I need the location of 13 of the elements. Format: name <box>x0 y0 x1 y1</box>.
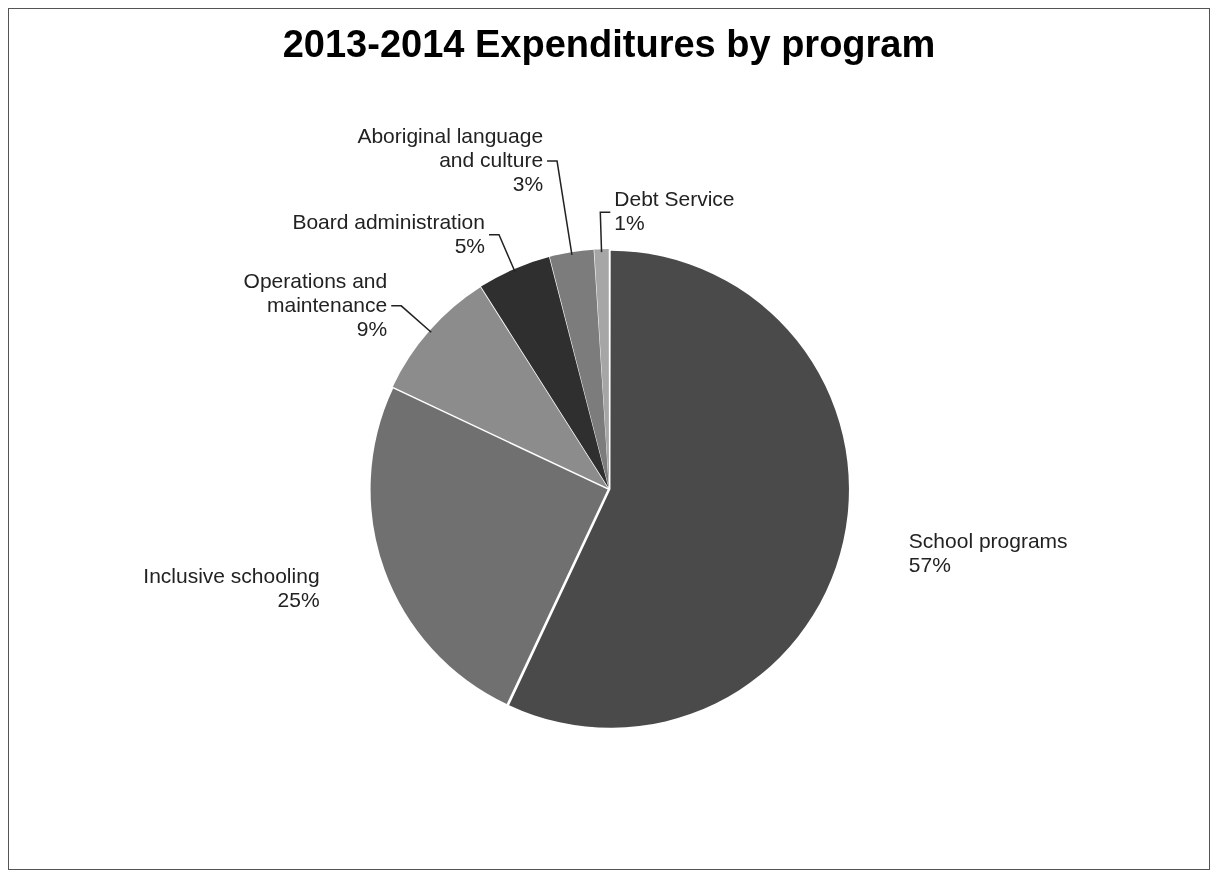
slice-label: Operations and maintenance <box>243 268 388 316</box>
slice-label: School programs <box>908 528 1068 552</box>
data-label: 1% <box>614 210 645 234</box>
slice-label: Inclusive schooling <box>143 564 320 588</box>
data-label: 57% <box>908 552 951 576</box>
chart-title: 2013-2014 Expenditures by program <box>281 23 937 66</box>
slice-label: Debt Service <box>614 186 735 210</box>
data-label: 25% <box>277 588 320 612</box>
data-label: 3% <box>512 171 544 195</box>
data-label: 5% <box>454 233 485 257</box>
slice-label: Board administration <box>292 209 485 233</box>
slice-label: Aboriginal language and culture <box>357 123 544 171</box>
data-label: 9% <box>356 316 388 340</box>
